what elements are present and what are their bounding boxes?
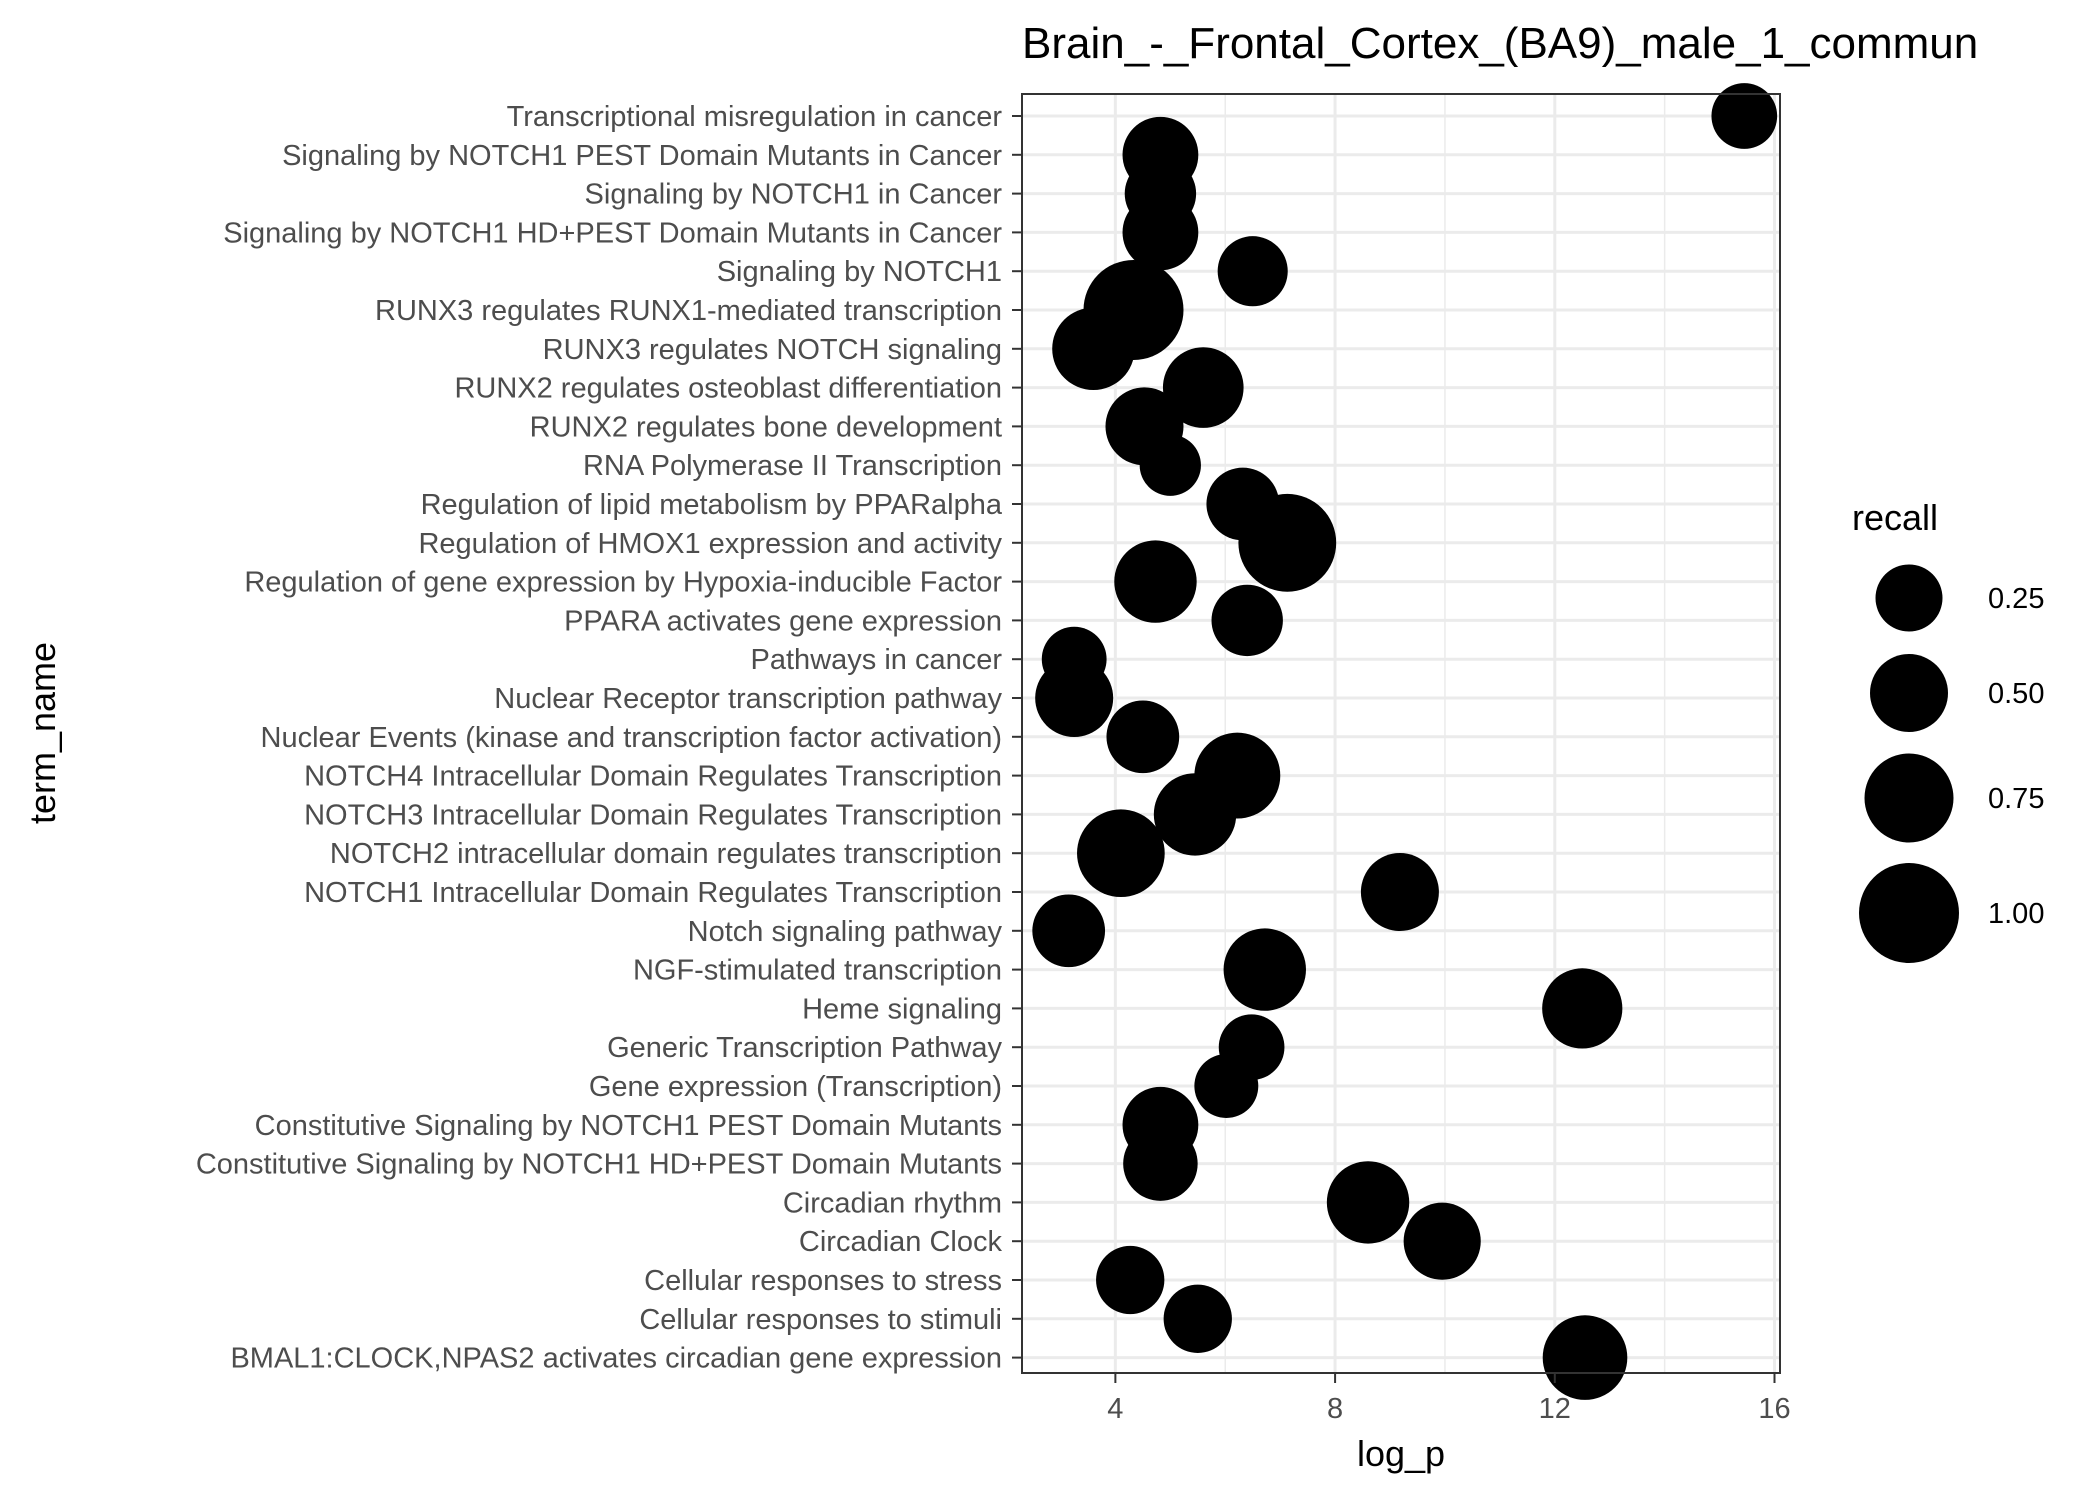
y-tick-label: Generic Transcription Pathway: [607, 1032, 1002, 1064]
y-tick-label: RUNX3 regulates RUNX1-mediated transcrip…: [375, 295, 1002, 327]
legend-title: recall: [1852, 497, 1938, 538]
data-point: [1711, 83, 1778, 149]
data-points: [1032, 83, 1778, 1400]
size-legend: recall 0.25 0.50 0.75 1.00: [1852, 497, 2044, 963]
data-point: [1032, 894, 1106, 968]
legend-label: 0.25: [1988, 583, 2044, 615]
y-tick-label: Circadian rhythm: [783, 1187, 1002, 1219]
data-point: [1194, 1054, 1259, 1118]
data-point: [1077, 809, 1165, 898]
y-tick-label: Circadian Clock: [799, 1226, 1003, 1258]
data-point: [1238, 493, 1337, 592]
y-tick-label: Nuclear Events (kinase and transcription…: [261, 722, 1002, 754]
y-tick-label: Regulation of gene expression by Hypoxia…: [244, 567, 1002, 599]
y-tick-label: NOTCH4 Intracellular Domain Regulates Tr…: [304, 761, 1002, 793]
y-axis-title: term_name: [22, 642, 63, 824]
y-tick-label: Cellular responses to stimuli: [639, 1304, 1002, 1336]
panel-border: [1021, 93, 1781, 1374]
data-point: [1223, 928, 1306, 1011]
x-tick-label: 4: [1107, 1393, 1123, 1425]
y-tick-label: NOTCH3 Intracellular Domain Regulates Tr…: [304, 799, 1002, 831]
data-point: [1542, 1315, 1628, 1400]
data-point: [1123, 1126, 1198, 1201]
legend-label: 0.50: [1988, 678, 2044, 710]
x-tick-label: 8: [1327, 1393, 1343, 1425]
y-tick-label: Gene expression (Transcription): [589, 1071, 1002, 1103]
data-point: [1035, 659, 1114, 737]
chart-title: Brain_-_Frontal_Cortex_(BA9)_male_1_comm…: [1022, 19, 1978, 68]
data-point: [1326, 1161, 1410, 1244]
y-tick-label: Transcriptional misregulation in cancer: [507, 101, 1003, 133]
y-tick-label: Cellular responses to stress: [644, 1265, 1002, 1297]
y-tick-label: Regulation of lipid metabolism by PPARal…: [421, 489, 1003, 521]
data-point: [1052, 307, 1135, 390]
y-tick-label: Signaling by NOTCH1: [717, 256, 1002, 288]
x-tick-label: 16: [1758, 1393, 1790, 1425]
data-point: [1211, 584, 1283, 657]
y-tick-label: RNA Polymerase II Transcription: [583, 450, 1002, 482]
legend-key: [1875, 564, 1943, 632]
data-point: [1217, 236, 1288, 307]
y-tick-label: NGF-stimulated transcription: [633, 955, 1002, 987]
data-point: [1122, 194, 1199, 271]
legend-key: [1859, 863, 1959, 963]
data-point: [1403, 1202, 1481, 1280]
y-tick-label: Notch signaling pathway: [688, 916, 1003, 948]
y-tick-label: Signaling by NOTCH1 HD+PEST Domain Mutan…: [223, 217, 1002, 249]
legend-key: [1864, 753, 1954, 843]
data-point: [1114, 540, 1197, 623]
y-tick-label: Pathways in cancer: [751, 644, 1003, 676]
y-tick-label: Heme signaling: [802, 993, 1002, 1025]
y-tick-label: Signaling by NOTCH1 PEST Domain Mutants …: [282, 140, 1002, 172]
legend-label: 0.75: [1988, 783, 2044, 815]
y-tick-label: BMAL1:CLOCK,NPAS2 activates circadian ge…: [230, 1343, 1002, 1375]
y-tick-label: Nuclear Receptor transcription pathway: [494, 683, 1002, 715]
y-tick-label: RUNX2 regulates bone development: [530, 411, 1002, 443]
x-tick-label: 12: [1539, 1393, 1571, 1425]
y-tick-label: Constitutive Signaling by NOTCH1 HD+PEST…: [196, 1149, 1002, 1181]
legend-key: [1870, 654, 1948, 732]
y-tick-label: NOTCH2 intracellular domain regulates tr…: [330, 838, 1002, 870]
data-point: [1106, 700, 1180, 774]
y-tick-label: Constitutive Signaling by NOTCH1 PEST Do…: [255, 1110, 1002, 1142]
y-tick-label: RUNX2 regulates osteoblast differentiati…: [454, 373, 1002, 405]
x-axis: 4 8 12 16: [1107, 1373, 1791, 1425]
y-tick-label: Signaling by NOTCH1 in Cancer: [585, 179, 1003, 211]
data-point: [1163, 1284, 1232, 1353]
y-tick-label: PPARA activates gene expression: [564, 605, 1002, 637]
x-axis-title: log_p: [1357, 1433, 1445, 1474]
data-point: [1153, 773, 1237, 856]
y-tick-label: NOTCH1 Intracellular Domain Regulates Tr…: [304, 877, 1002, 909]
data-point: [1096, 1245, 1165, 1315]
data-point: [1542, 968, 1623, 1049]
y-tick-label: Regulation of HMOX1 expression and activ…: [418, 528, 1002, 560]
data-point: [1162, 347, 1244, 428]
y-axis: Transcriptional misregulation in cancer S…: [196, 101, 1022, 1375]
data-point: [1139, 434, 1201, 496]
y-tick-label: RUNX3 regulates NOTCH signaling: [543, 334, 1002, 366]
data-point: [1360, 853, 1439, 931]
legend-label: 1.00: [1988, 898, 2044, 930]
